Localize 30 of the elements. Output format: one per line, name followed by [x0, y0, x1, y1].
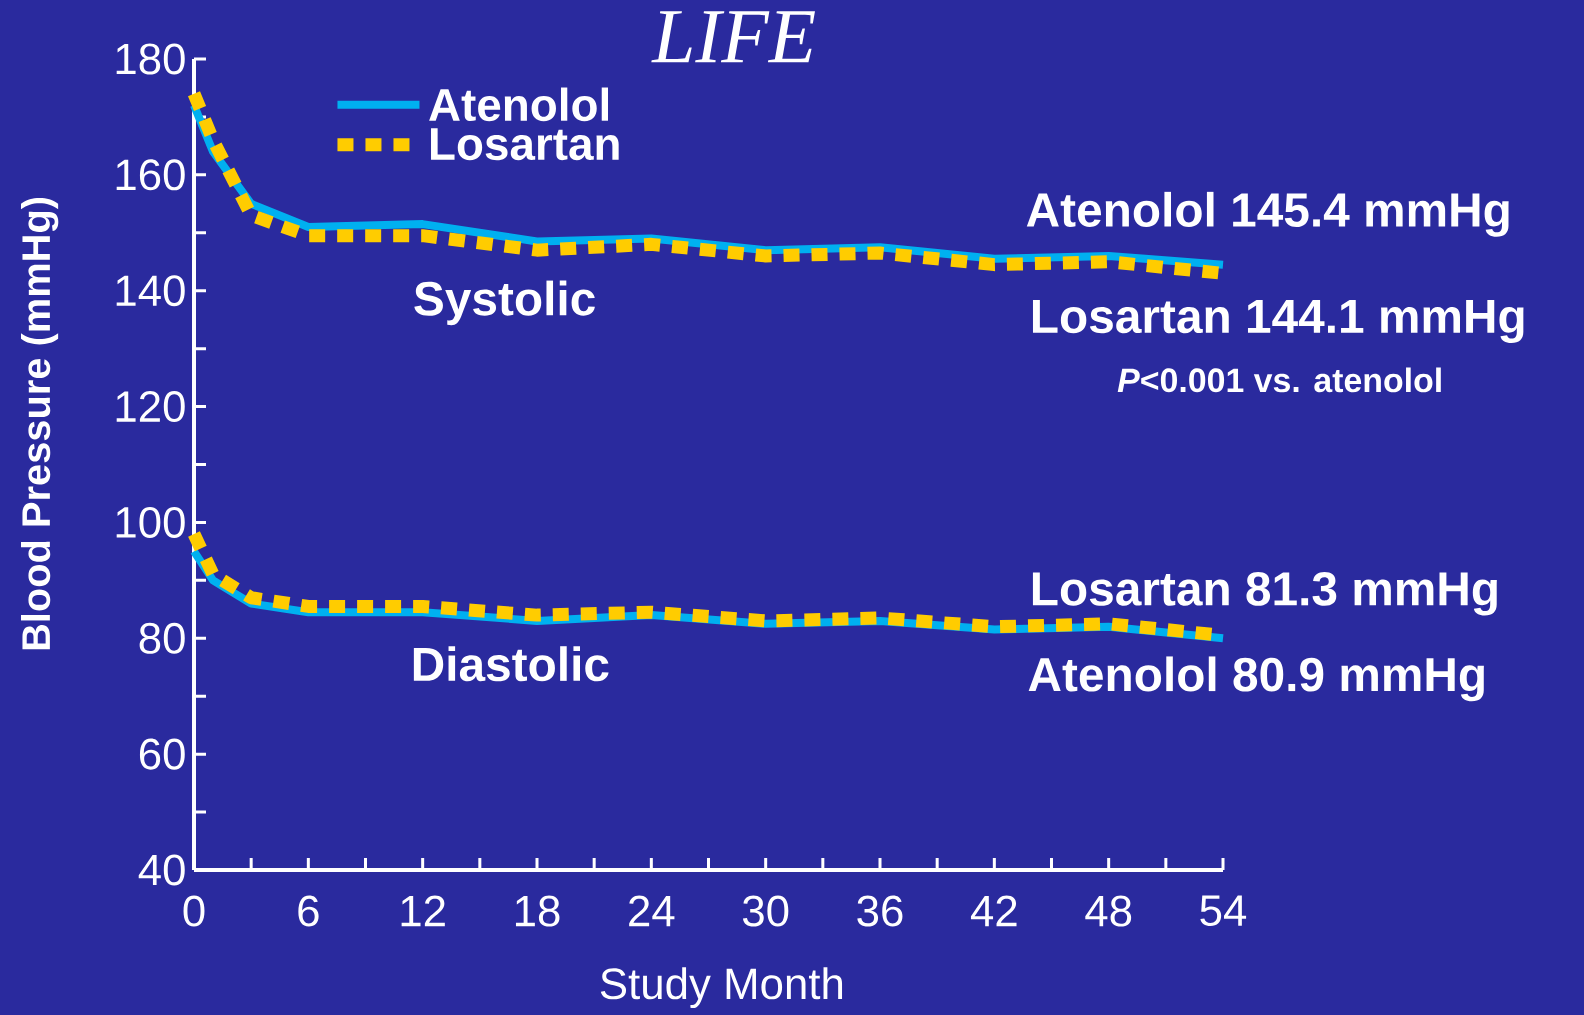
- y-tick-label: 160: [116, 159, 185, 191]
- x-tick-label: 0: [183, 895, 205, 927]
- x-tick-label: 24: [629, 895, 675, 927]
- y-tick-label: 140: [116, 275, 185, 307]
- y-tick-label: 40: [138, 854, 185, 886]
- annotation: Losartan 144.1 mmHg: [1032, 299, 1524, 343]
- annotation: Atenolol 80.9 mmHg: [1028, 656, 1484, 702]
- y-tick-label: 120: [116, 391, 185, 423]
- annotation: Systolic: [414, 280, 595, 326]
- x-tick-label: 36: [857, 895, 903, 927]
- chart-title: LIFE: [651, 11, 815, 63]
- x-tick-label: 54: [1200, 895, 1247, 927]
- y-tick-label: 80: [139, 622, 185, 654]
- x-tick-label: 12: [401, 895, 445, 927]
- x-tick-label: 6: [298, 895, 319, 927]
- legend-label: Atenolol: [429, 87, 609, 122]
- annotation: Losartan 81.3 mmHg: [1032, 571, 1497, 616]
- y-tick-label: 180: [116, 43, 185, 75]
- y-tick-label: 100: [116, 506, 185, 538]
- x-tick-label: 48: [1085, 895, 1132, 927]
- x-tick-label: 18: [515, 895, 560, 927]
- x-tick-label: 30: [742, 895, 789, 927]
- x-axis-title: Study Month: [600, 967, 843, 1009]
- annotation: P<0.001 vs. atenolol: [1117, 367, 1441, 393]
- y-tick-label: 60: [139, 738, 185, 770]
- x-tick-label: 42: [970, 895, 1017, 927]
- y-axis-title: Blood Pressure (mmHg): [21, 197, 59, 650]
- legend-label: Losartan: [431, 128, 619, 161]
- annotation: Atenolol 145.4 mmHg: [1026, 191, 1509, 237]
- annotation: Diastolic: [413, 646, 609, 682]
